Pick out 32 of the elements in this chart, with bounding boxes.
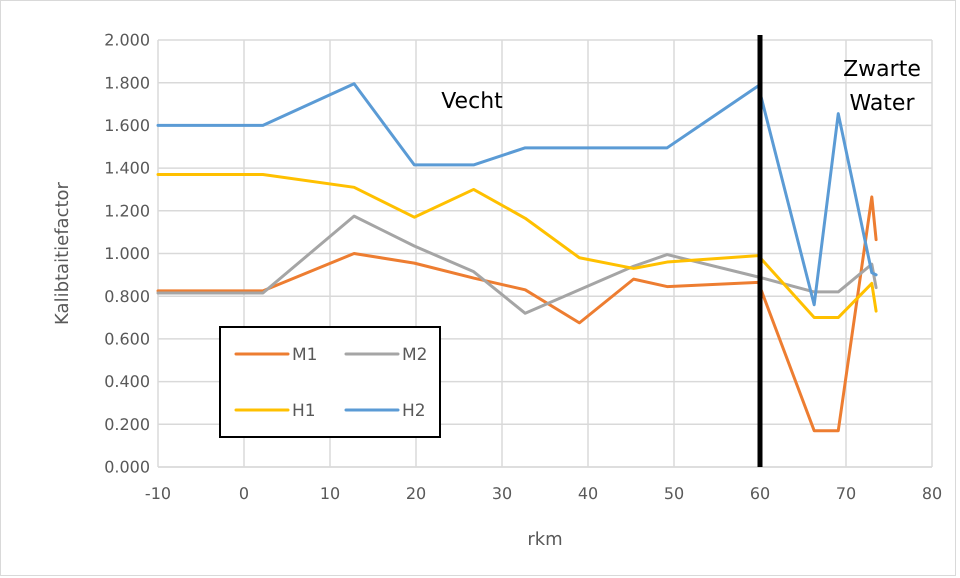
y-tick-label: 0.600 [104,330,150,348]
y-tick-label: 1.200 [104,201,150,220]
x-tick-label: 50 [664,484,684,503]
y-tick-label: 2.000 [104,30,150,50]
x-tick-label: 10 [320,484,340,503]
y-tick-label: 1.400 [104,158,150,178]
x-tick-label: 40 [578,484,598,503]
x-tick-label: 30 [492,484,512,503]
y-tick-label: 1.800 [104,73,150,92]
annotation: Zwarte Water [843,57,921,116]
y-tick-label: 0.400 [104,372,150,392]
line-series [156,214,878,315]
y-tick-label: 1.600 [104,116,150,135]
x-axis-title: rkm [527,529,563,550]
y-tick-label: 0.000 [104,458,150,477]
legend-label: H2 [402,400,426,421]
x-tick-label: 20 [406,484,426,503]
x-tick-label: 60 [750,484,770,503]
legend-label: H1 [292,400,316,421]
y-tick-label: 0.200 [104,414,150,434]
x-tick-label: -10 [144,484,172,503]
y-tick-label: 1.000 [104,244,150,264]
x-tick-label: 0 [238,484,250,503]
line-series [156,195,878,432]
x-tick-label: 80 [922,484,942,503]
y-axis-title: Kalibtaitiefactor [52,181,73,325]
line-series [156,173,878,320]
legend-label: M2 [402,344,428,365]
y-tick-label: 0.800 [104,286,150,306]
annotation: Vecht [441,89,504,114]
x-tick-label: 70 [836,484,856,503]
legend-label: M1 [292,344,318,365]
